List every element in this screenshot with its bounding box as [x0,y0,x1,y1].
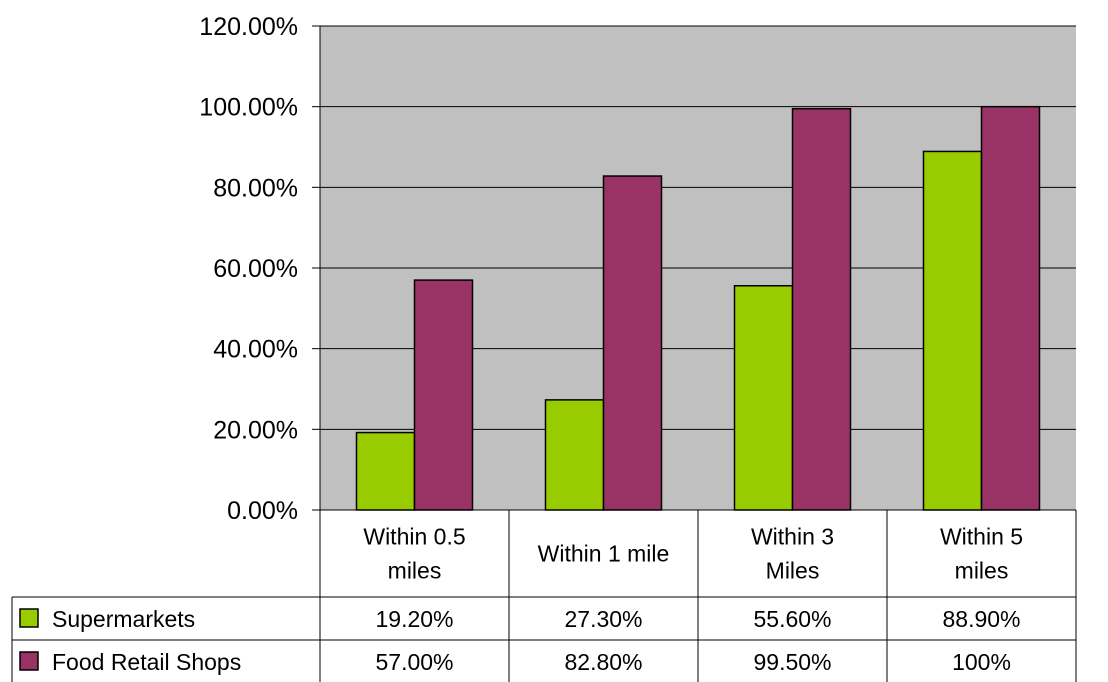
data-table-value: 27.30% [564,606,642,632]
data-table-value: 88.90% [942,606,1020,632]
bar-food-retail-shops [980,105,1041,511]
y-tick-label: 20.00% [213,416,298,444]
bar-supermarkets [544,399,605,511]
legend-label: Food Retail Shops [52,649,241,675]
category-label: Within 1 mile [538,541,670,567]
data-table-value: 19.20% [375,606,453,632]
bar-food-retail-shops [602,175,663,511]
data-table-value: 99.50% [753,649,831,675]
data-table-value: 82.80% [564,649,642,675]
legend-label: Supermarkets [52,606,195,632]
y-tick-label: 100.00% [199,94,298,122]
bar-food-retail-shops [413,279,474,511]
y-tick-label: 60.00% [213,255,298,283]
category-label: Within 3 [751,524,834,550]
y-tick-label: 40.00% [213,336,298,364]
category-label: Within 0.5 [363,524,465,550]
category-label: miles [388,558,442,584]
bar-food-retail-shops [791,107,852,511]
bar-supermarkets [355,431,416,511]
y-tick-label: 120.00% [199,13,298,41]
data-table-value: 55.60% [753,606,831,632]
y-tick-label: 80.00% [213,174,298,202]
bar-supermarkets [922,150,983,511]
data-table-value: 100% [952,649,1011,675]
data-table-value: 57.00% [375,649,453,675]
category-label: Miles [766,558,820,584]
category-label: Within 5 [940,524,1023,550]
legend-swatch-food-retail-shops [19,651,39,671]
bar-supermarkets [733,284,794,511]
legend-swatch-supermarkets [19,608,39,628]
category-label: miles [955,558,1009,584]
y-tick-label: 0.00% [227,497,298,525]
